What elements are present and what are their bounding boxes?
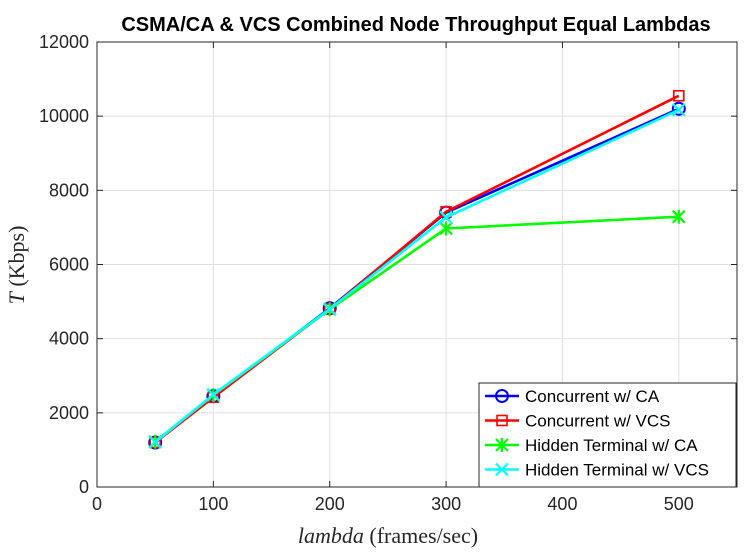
legend-item: Concurrent w/ CA	[485, 387, 660, 406]
y-tick-label: 10000	[39, 106, 89, 126]
chart-title: CSMA/CA & VCS Combined Node Throughput E…	[121, 14, 710, 36]
data-point	[671, 101, 686, 116]
y-tick-label: 6000	[49, 255, 89, 275]
y-tick-label: 0	[79, 477, 89, 497]
y-axis-label-unit: (Kbps)	[4, 226, 29, 287]
y-tick-label: 8000	[49, 180, 89, 200]
legend-item: Hidden Terminal w/ CA	[485, 436, 698, 455]
x-tick-label: 100	[198, 494, 228, 514]
data-point	[148, 435, 162, 449]
series-3	[148, 103, 686, 449]
data-point	[439, 221, 453, 236]
x-axis-label-unit-text: (frames/sec)	[369, 523, 478, 548]
legend-marker	[495, 438, 509, 452]
legend: Concurrent w/ CA Concurrent w/ VCS Hidden …	[478, 382, 737, 488]
legend-label: Concurrent w/ VCS	[525, 412, 671, 431]
series-layer	[148, 89, 686, 450]
axis-ticks: 0 100 200 300 400 500 0 2000 4000 6000 8000 10000 12…	[39, 32, 737, 514]
x-tick-label: 300	[431, 494, 461, 514]
legend-label: Hidden Terminal w/ CA	[525, 436, 698, 455]
x-axis-label: lambda (frames/sec)	[298, 523, 478, 548]
y-tick-label: 4000	[49, 329, 89, 349]
legend-marker	[495, 462, 509, 477]
legend-marker	[495, 389, 509, 403]
legend-item: Concurrent w/ VCS	[485, 412, 671, 431]
x-tick-label: 400	[547, 494, 577, 514]
legend-label: Concurrent w/ CA	[525, 387, 660, 406]
y-tick-label: 2000	[49, 403, 89, 423]
legend-marker	[496, 414, 508, 427]
y-axis-label-var: T	[4, 290, 29, 304]
data-point	[672, 209, 686, 224]
data-point	[439, 210, 453, 225]
y-axis-label: T (Kbps)	[4, 226, 29, 305]
data-point	[672, 103, 686, 117]
data-point	[673, 89, 685, 102]
y-tick-label: 12000	[39, 32, 89, 52]
x-tick-label: 500	[664, 494, 694, 514]
legend-box	[478, 382, 737, 488]
legend-item: Hidden Terminal w/ VCS	[485, 461, 709, 480]
x-tick-label: 200	[315, 494, 345, 514]
legend-label: Hidden Terminal w/ VCS	[525, 461, 709, 480]
x-tick-label: 0	[92, 494, 102, 514]
x-axis-label-var: lambda	[298, 523, 364, 548]
data-point	[322, 302, 337, 316]
data-point	[206, 387, 221, 402]
